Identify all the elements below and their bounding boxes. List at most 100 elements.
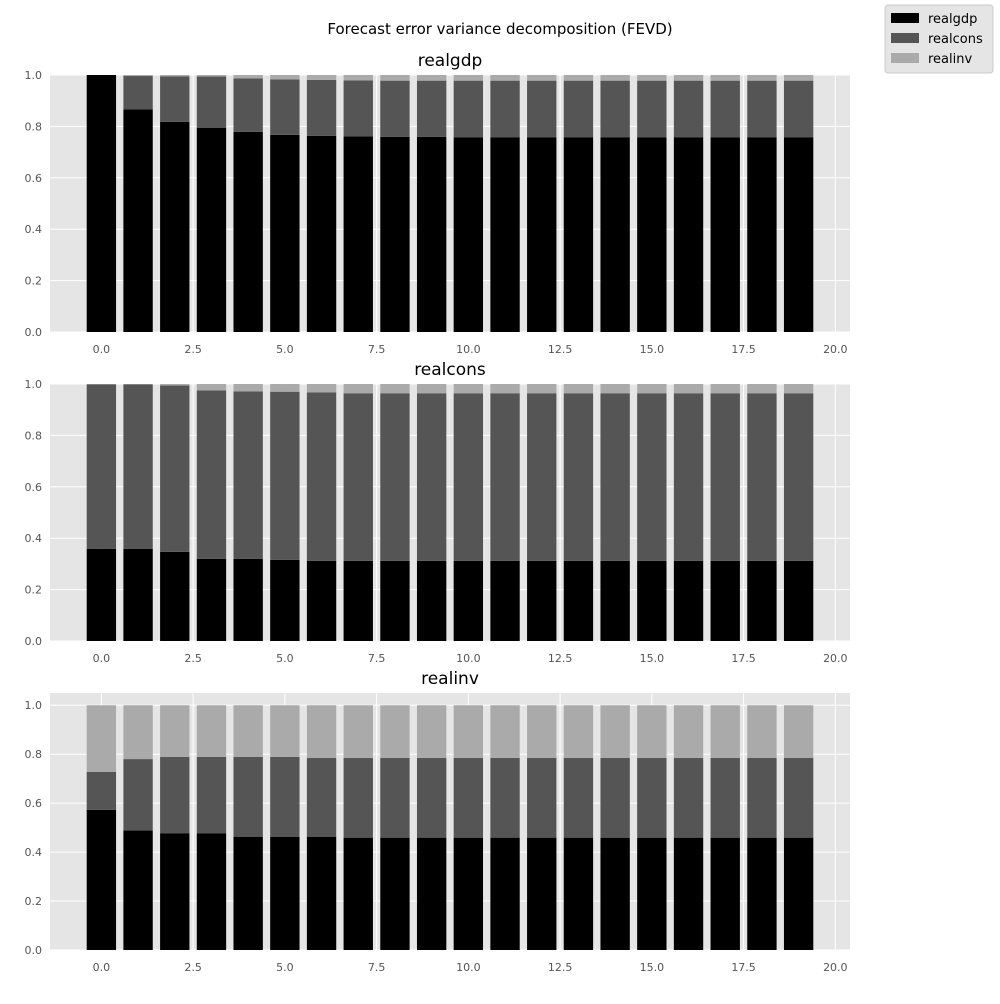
bar-realcons (380, 393, 410, 561)
bar-realinv (233, 75, 263, 79)
bar-realgdp (710, 837, 740, 950)
bar-realcons (710, 393, 740, 561)
bar-realinv (563, 705, 594, 758)
bar-realgdp (673, 137, 704, 332)
bar-realcons (600, 393, 630, 561)
bar-realinv (233, 705, 263, 757)
bar-realcons (380, 80, 410, 137)
bar-realcons (710, 80, 740, 138)
bar-realcons (306, 757, 337, 837)
legend-swatch-realinv (891, 53, 919, 63)
bar-realinv (416, 705, 447, 758)
bar-realcons (343, 80, 373, 137)
bar-realcons (673, 80, 704, 138)
bar-realinv (637, 705, 667, 758)
bar-realgdp (600, 560, 630, 641)
bar-realinv (380, 75, 410, 81)
bar-realinv (196, 705, 227, 757)
bar-realcons (160, 385, 190, 552)
y-tick-label: 0.8 (25, 748, 43, 761)
bar-realcons (783, 757, 814, 838)
bar-realinv (673, 384, 704, 394)
y-tick-label: 1.0 (25, 69, 43, 82)
bar-realgdp (380, 560, 410, 641)
bar-realcons (343, 757, 373, 838)
bar-realinv (160, 75, 190, 77)
bar-realinv (783, 384, 814, 394)
bar-realinv (416, 384, 447, 394)
bar-realcons (783, 393, 814, 561)
bar-realgdp (490, 560, 520, 641)
bar-realgdp (747, 137, 777, 332)
bar-realinv (86, 705, 117, 772)
bar-realinv (600, 705, 630, 758)
bar-realcons (527, 80, 557, 138)
x-tick-label: 20.0 (823, 652, 848, 665)
bar-realgdp (490, 137, 520, 332)
y-tick-label: 1.0 (25, 378, 43, 391)
x-tick-label: 7.5 (368, 961, 386, 974)
panel-title: realgdp (418, 51, 483, 71)
bar-realcons (416, 757, 447, 838)
x-tick-label: 5.0 (276, 343, 294, 356)
y-tick-label: 0.0 (25, 635, 43, 648)
x-tick-label: 20.0 (823, 343, 848, 356)
bar-realinv (453, 75, 484, 81)
bar-realinv (270, 384, 300, 392)
bar-realinv (123, 705, 153, 760)
bar-realcons (196, 390, 227, 559)
bar-realgdp (343, 560, 373, 641)
bar-realgdp (343, 136, 373, 332)
bar-realgdp (196, 833, 227, 950)
bar-realcons (453, 393, 484, 561)
bar-realinv (343, 705, 373, 758)
x-tick-label: 17.5 (731, 961, 756, 974)
legend-label-realinv: realinv (928, 52, 972, 67)
x-tick-label: 15.0 (640, 961, 665, 974)
bar-realgdp (160, 121, 190, 332)
bar-realcons (600, 80, 630, 138)
bar-realinv (196, 75, 227, 77)
bar-realgdp (673, 560, 704, 641)
bar-realgdp (527, 137, 557, 332)
bar-realinv (490, 384, 520, 394)
x-tick-label: 7.5 (368, 652, 386, 665)
bar-realgdp (600, 837, 630, 950)
bar-realgdp (233, 836, 263, 950)
bar-realgdp (123, 109, 153, 332)
bar-realgdp (637, 137, 667, 332)
bar-realgdp (747, 837, 777, 950)
bar-realcons (490, 393, 520, 561)
y-tick-label: 0.4 (25, 223, 43, 236)
y-tick-label: 0.2 (25, 584, 43, 597)
bar-realinv (270, 75, 300, 80)
bar-realinv (123, 384, 153, 385)
bar-realcons (270, 79, 300, 135)
bar-realgdp (123, 548, 153, 641)
bar-realinv (233, 384, 263, 392)
bar-realcons (710, 757, 740, 838)
bar-realcons (86, 771, 117, 810)
x-tick-label: 2.5 (184, 343, 202, 356)
bar-realcons (123, 384, 153, 549)
x-tick-label: 2.5 (184, 961, 202, 974)
bar-realcons (673, 757, 704, 838)
bar-realgdp (637, 560, 667, 641)
bar-realgdp (710, 560, 740, 641)
bar-realinv (380, 384, 410, 394)
bar-realinv (673, 705, 704, 758)
bar-realcons (637, 393, 667, 561)
bar-realcons (160, 756, 190, 834)
bar-realgdp (416, 560, 447, 641)
bar-realinv (747, 75, 777, 81)
bar-realgdp (160, 551, 190, 641)
bar-realcons (490, 80, 520, 138)
bar-realcons (527, 757, 557, 838)
bar-realgdp (453, 837, 484, 950)
bar-realinv (563, 75, 594, 81)
bar-realgdp (160, 833, 190, 950)
bar-realcons (380, 757, 410, 838)
bar-realinv (380, 705, 410, 758)
bar-realgdp (453, 137, 484, 332)
bar-realinv (453, 384, 484, 394)
